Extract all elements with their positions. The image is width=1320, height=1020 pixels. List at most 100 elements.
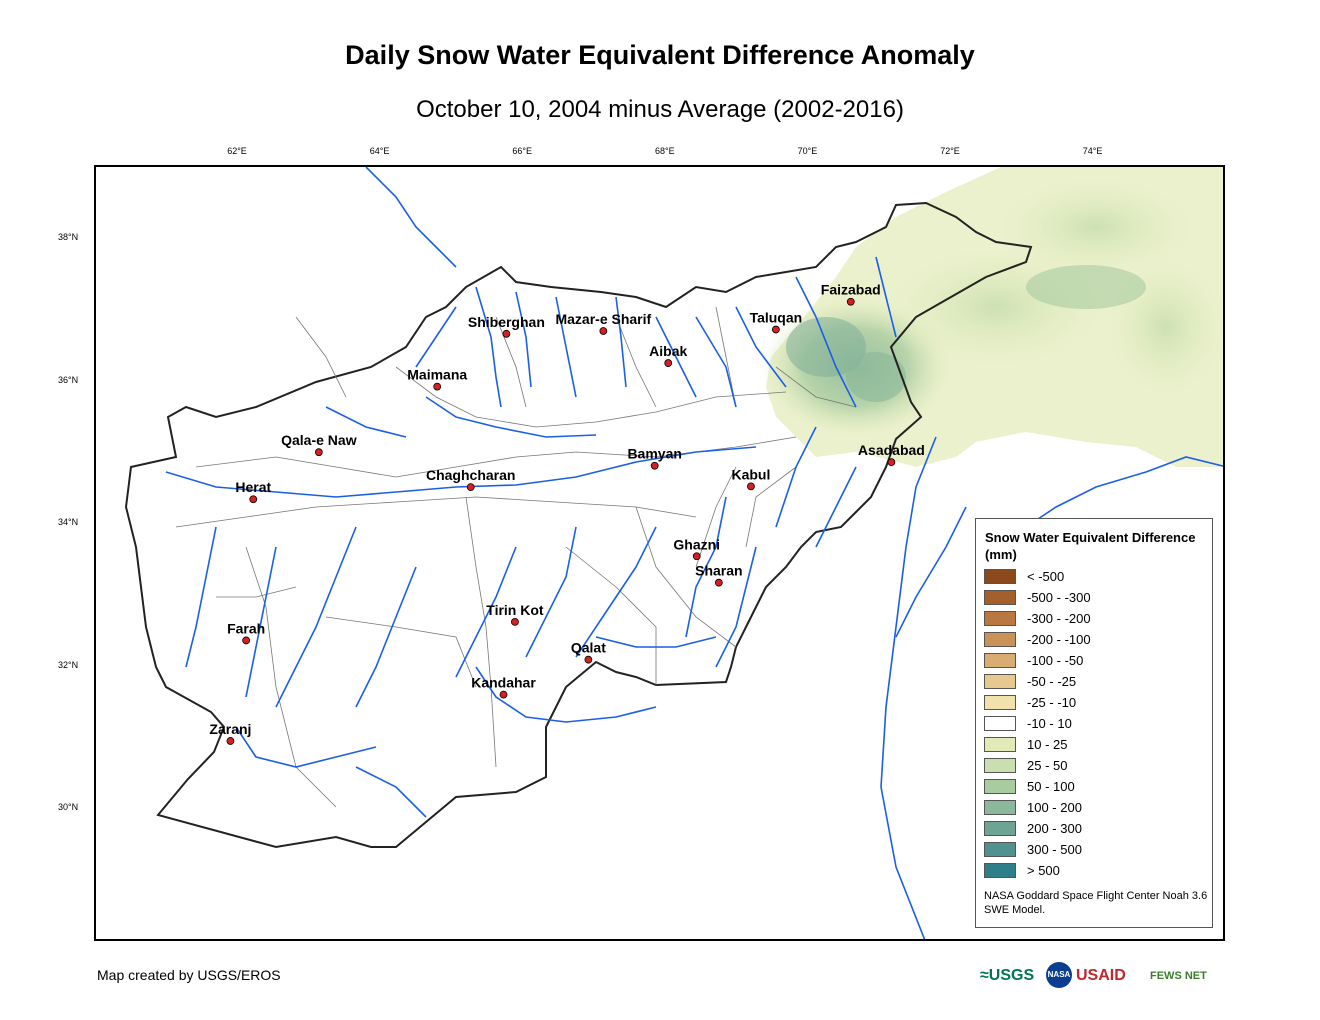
legend-label: -10 - 10 [1027, 716, 1072, 731]
city-shiberghan[interactable]: Shiberghan [468, 314, 545, 338]
legend-item: 50 - 100 [984, 777, 1204, 797]
city-label: Tirin Kot [486, 602, 544, 618]
latitude-tick: 36°N [58, 374, 79, 385]
city-taluqan[interactable]: Taluqan [750, 310, 803, 334]
city-label: Zaranj [209, 721, 251, 737]
legend-label: -100 - -50 [1027, 653, 1084, 668]
city-label: Farah [227, 620, 265, 636]
usgs-logo: ≈USGS [980, 967, 1035, 984]
city-kabul[interactable]: Kabul [731, 466, 770, 491]
city-qalat[interactable]: Qalat [571, 640, 606, 664]
legend-label: -500 - -300 [1027, 590, 1091, 605]
city-marker-icon [499, 690, 508, 699]
city-label: Qalat [571, 640, 606, 656]
legend-item: -50 - -25 [984, 672, 1204, 692]
legend-label: 300 - 500 [1027, 842, 1082, 857]
city-label: Maimana [407, 367, 467, 383]
snow-anomaly-shading [761, 167, 1223, 467]
longitude-tick: 70°E [797, 146, 818, 156]
legend-swatch [984, 758, 1016, 773]
city-kandahar[interactable]: Kandahar [471, 675, 536, 699]
latitude-tick: 38°N [58, 232, 79, 242]
legend-swatch [984, 737, 1016, 752]
city-ghazni[interactable]: Ghazni [673, 536, 720, 561]
legend-label: -50 - -25 [1027, 674, 1077, 689]
fews-net-logo: FEWS NET [1150, 970, 1207, 982]
legend-item: 300 - 500 [984, 840, 1204, 860]
city-mazar-e-sharif[interactable]: Mazar-e Sharif [555, 311, 652, 335]
legend-label: -25 - -10 [1027, 695, 1077, 710]
city-tirin-kot[interactable]: Tirin Kot [486, 602, 544, 626]
legend-item: 25 - 50 [984, 756, 1204, 776]
legend-swatch [984, 632, 1016, 647]
city-qala-e-naw[interactable]: Qala-e Naw [281, 432, 357, 457]
city-label: Herat [235, 479, 271, 495]
city-sharan[interactable]: Sharan [695, 563, 743, 587]
longitude-tick: 74°E [1082, 146, 1103, 156]
city-label: Kabul [731, 466, 770, 482]
legend-item: 100 - 200 [984, 798, 1204, 818]
legend-label: 50 - 100 [1027, 779, 1075, 794]
legend-label: 200 - 300 [1027, 821, 1082, 836]
city-aibak[interactable]: Aibak [649, 343, 688, 367]
city-marker-icon [466, 483, 475, 492]
legend-swatch [984, 842, 1016, 857]
legend-item: -25 - -10 [984, 693, 1204, 713]
city-marker-icon [226, 737, 235, 745]
city-label: Kandahar [471, 675, 536, 691]
rivers [165, 167, 1223, 939]
city-markers: Faizabad Shiberghan Mazar-e Sharif Taluqan A… [209, 282, 925, 745]
city-label: Qala-e Naw [281, 432, 357, 448]
city-faizabad[interactable]: Faizabad [821, 282, 881, 306]
legend-swatch [984, 821, 1016, 836]
legend-item: -100 - -50 [984, 651, 1204, 671]
longitude-tick: 68°E [654, 146, 675, 156]
legend-item: -200 - -100 [984, 630, 1204, 650]
city-herat[interactable]: Herat [235, 479, 271, 504]
legend-swatch [984, 863, 1016, 878]
afghanistan-boundary [124, 201, 1033, 849]
legend-item: -10 - 10 [984, 714, 1204, 734]
nasa-logo: NASA [1046, 962, 1072, 988]
city-farah[interactable]: Farah [227, 620, 265, 645]
city-marker-icon [433, 382, 442, 391]
map-title: Daily Snow Water Equivalent Difference A… [345, 40, 975, 70]
legend-item: > 500 [984, 861, 1204, 881]
city-marker-icon [771, 325, 780, 334]
city-marker-icon [502, 329, 511, 338]
legend-label: < -500 [1027, 569, 1065, 584]
legend-label: 10 - 25 [1027, 737, 1068, 752]
city-label: Aibak [649, 343, 687, 359]
city-marker-icon [664, 359, 673, 367]
city-asadabad[interactable]: Asadabad [858, 442, 925, 467]
legend-credit: NASA Goddard Space Flight Center Noah 3.… [984, 890, 1208, 916]
latitude-tick: 32°N [58, 659, 79, 670]
city-marker-icon [692, 552, 701, 561]
city-label: Ghazni [673, 536, 720, 552]
city-marker-icon [846, 297, 855, 306]
legend-swatch [984, 695, 1016, 710]
legend-label: > 500 [1027, 863, 1060, 878]
legend-title: Snow Water Equivalent Difference (mm) [985, 530, 1196, 562]
city-label: Sharan [695, 563, 742, 579]
city-marker-icon [314, 448, 323, 457]
legend-swatch [984, 674, 1016, 689]
map-canvas[interactable]: Faizabad Shiberghan Mazar-e Sharif Taluqan A… [96, 167, 1225, 941]
city-marker-icon [887, 458, 896, 467]
city-marker-icon [249, 495, 258, 504]
province-boundaries [175, 306, 857, 808]
city-chaghcharan[interactable]: Chaghcharan [426, 467, 515, 492]
city-label: Chaghcharan [426, 467, 515, 483]
legend: Snow Water Equivalent Difference (mm) < … [975, 518, 1213, 928]
legend-item: 200 - 300 [984, 819, 1204, 839]
legend-item: -500 - -300 [984, 588, 1204, 608]
legend-swatch [984, 590, 1016, 605]
city-zaranj[interactable]: Zaranj [209, 721, 251, 745]
legend-swatch [984, 800, 1016, 815]
latitude-tick: 34°N [58, 517, 79, 528]
city-marker-icon [747, 482, 755, 491]
city-marker-icon [584, 655, 593, 664]
city-marker-icon [511, 617, 519, 626]
city-bamyan[interactable]: Bamyan [627, 446, 682, 470]
city-maimana[interactable]: Maimana [407, 367, 467, 391]
